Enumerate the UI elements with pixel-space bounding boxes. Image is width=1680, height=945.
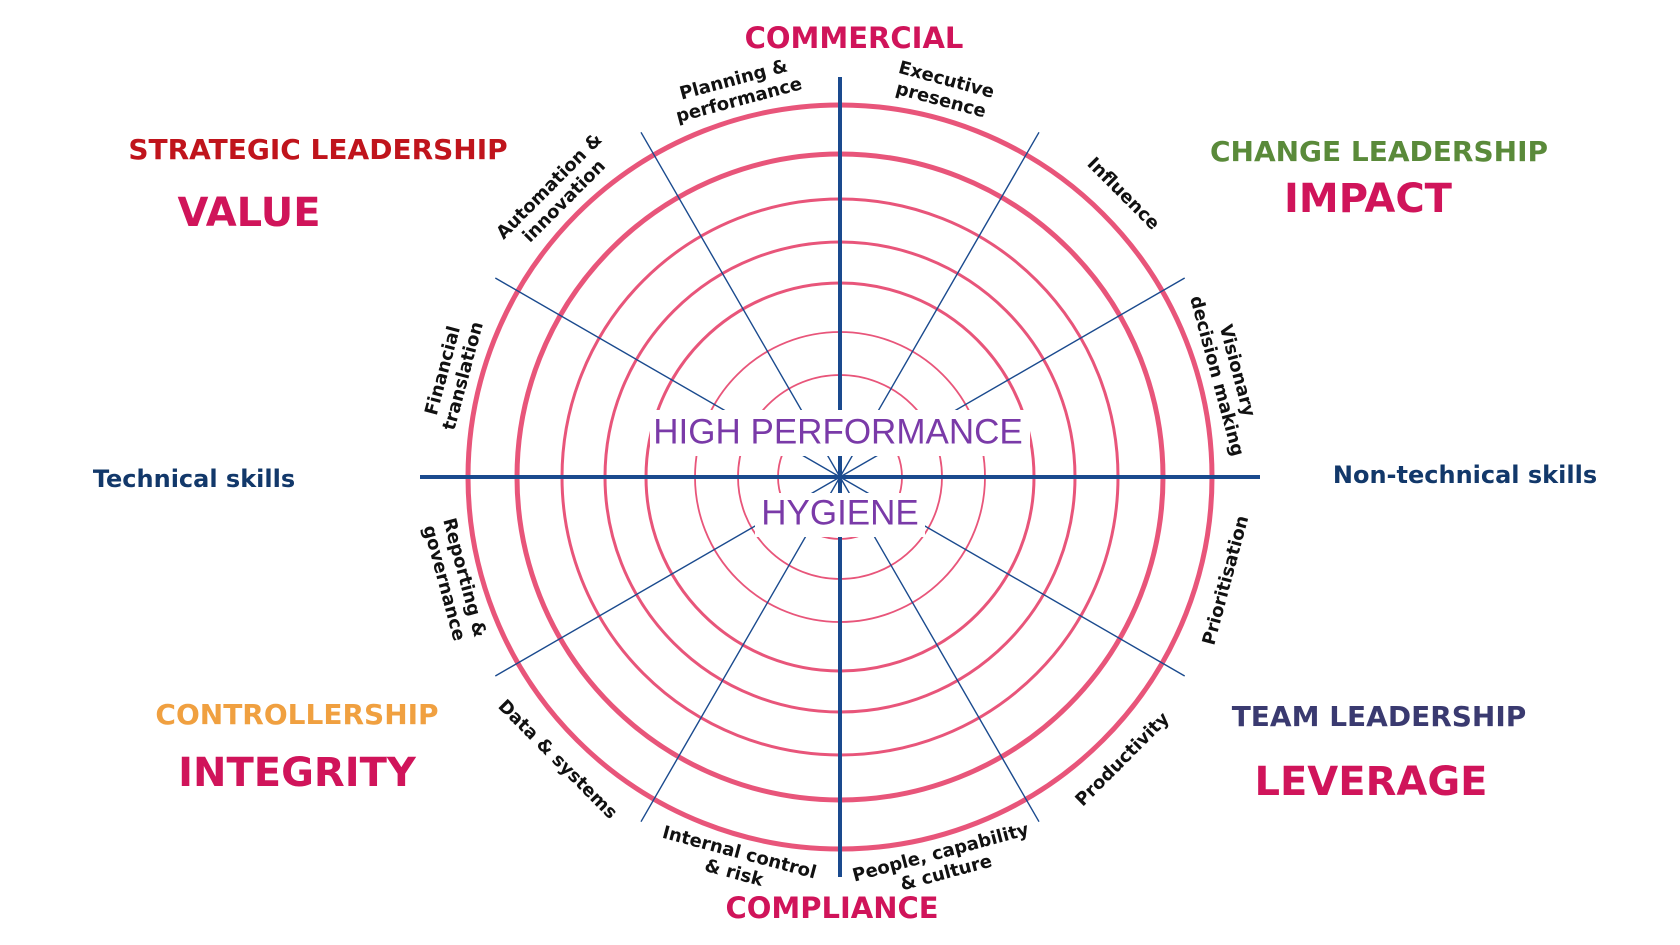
quadrant-subtitle: IMPACT — [1284, 176, 1453, 222]
center-backdrop — [755, 493, 925, 537]
segment-label-line: Influence — [1083, 153, 1164, 234]
segment-label: Productivity — [1071, 708, 1174, 811]
quadrant-title: STRATEGIC LEADERSHIP — [128, 133, 507, 166]
axis-right: Non-technical skills — [1333, 461, 1597, 489]
pole-top: COMMERCIAL — [745, 21, 964, 55]
segment-labels: ExecutivepresenceInfluenceVisionarydecis… — [418, 53, 1259, 895]
center-lower: HYGIENE — [761, 493, 919, 532]
axis-left: Technical skills — [93, 465, 295, 493]
quadrant-title: TEAM LEADERSHIP — [1232, 700, 1527, 733]
segment-label-line: Productivity — [1071, 708, 1174, 811]
segment-label: Influence — [1083, 153, 1164, 234]
segment-label: Reporting &governance — [418, 516, 490, 645]
segment-label-line: Data & systems — [494, 696, 622, 824]
quadrant-title: CONTROLLERSHIP — [155, 698, 438, 731]
pole-bottom: COMPLIANCE — [725, 891, 938, 925]
quadrant-subtitle: INTEGRITY — [178, 750, 417, 796]
segment-label: Data & systems — [494, 696, 622, 824]
segment-label: Financialtranslation — [418, 314, 487, 433]
quadrant-subtitle: VALUE — [177, 190, 320, 236]
quadrant-title: CHANGE LEADERSHIP — [1210, 135, 1548, 168]
center-backdrop — [650, 410, 1030, 456]
segment-label: Planning &performance — [668, 53, 804, 127]
center-upper: HIGH PERFORMANCE — [653, 412, 1022, 451]
quadrant-subtitle: LEVERAGE — [1254, 759, 1487, 805]
